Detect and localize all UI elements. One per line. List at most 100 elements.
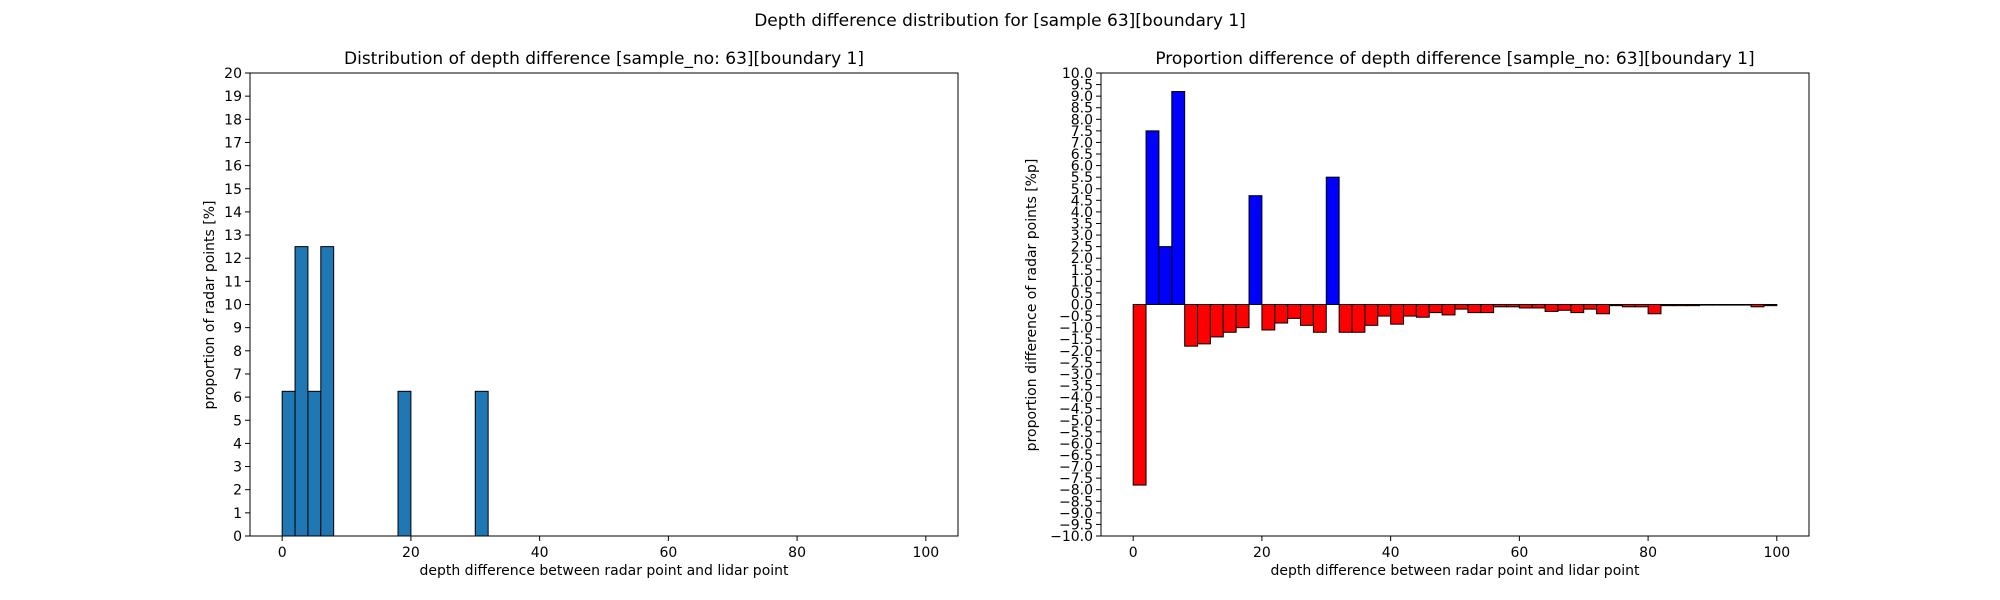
chart-title: Distribution of depth difference [sample… [344, 49, 864, 69]
y-tick-label: −5.5 [1059, 425, 1093, 441]
x-tick-label: 0 [1129, 545, 1138, 561]
y-tick-label: −5.0 [1059, 413, 1093, 429]
y-tick-label: 3.5 [1071, 216, 1093, 232]
y-tick-label: −1.0 [1059, 321, 1093, 337]
y-tick-label: −2.0 [1059, 344, 1093, 360]
bar [1209, 304, 1224, 338]
x-tick-label: 20 [402, 545, 420, 561]
y-tick-label: 6 [233, 390, 242, 406]
x-tick-label: 60 [659, 545, 677, 561]
y-tick-label: 14 [224, 205, 242, 221]
x-tick-label: 0 [278, 545, 287, 561]
y-tick-label: 7.5 [1071, 124, 1093, 140]
bar [1634, 304, 1649, 308]
bar [1184, 304, 1199, 347]
y-tick-label: 1.5 [1071, 263, 1093, 279]
y-tick-label: −9.5 [1059, 517, 1093, 533]
bar [1287, 304, 1302, 319]
bar [1377, 304, 1392, 317]
y-tick-label: 17 [224, 135, 242, 151]
x-axis-label: depth difference between radar point and… [1270, 563, 1640, 579]
y-tick-label: 1 [233, 506, 242, 522]
x-tick-label: 100 [1763, 545, 1790, 561]
x-tick-label: 20 [1253, 545, 1271, 561]
bar [1338, 304, 1353, 333]
y-tick-label: −4.5 [1059, 402, 1093, 418]
y-tick-label: −0.5 [1059, 309, 1093, 325]
bar [1197, 304, 1211, 345]
bar [1711, 304, 1726, 306]
y-tick-label: 7 [233, 367, 242, 383]
bar [1467, 304, 1482, 314]
bar [1235, 304, 1250, 329]
y-axis-label: proportion difference of radar points [%… [1024, 159, 1040, 452]
y-tick-label: 10 [224, 298, 242, 314]
y-tick-label: 2 [233, 483, 242, 499]
distribution-chart: Distribution of depth difference [sample… [202, 49, 959, 579]
y-tick-label: −10.0 [1050, 529, 1093, 545]
bar [1441, 304, 1456, 316]
y-tick-label: 3 [233, 460, 242, 476]
bar [1557, 304, 1572, 311]
bar [1403, 304, 1417, 317]
bar [1351, 304, 1366, 333]
bar [1544, 304, 1559, 312]
y-tick-label: 9 [233, 321, 242, 337]
x-tick-label: 100 [912, 545, 939, 561]
bar [1750, 304, 1765, 308]
bar [1364, 304, 1379, 326]
bar [1608, 304, 1623, 307]
bar [1505, 304, 1520, 308]
bar [1570, 304, 1585, 314]
bar [1171, 91, 1186, 305]
y-tick-label: 9.5 [1071, 78, 1093, 94]
y-tick-label: 15 [224, 182, 242, 198]
bar [307, 390, 322, 537]
chart-title: Proportion difference of depth differenc… [1155, 49, 1754, 69]
y-tick-label: 7.0 [1071, 135, 1093, 151]
y-tick-label: 4 [233, 436, 242, 452]
y-tick-label: −3.5 [1059, 379, 1093, 395]
bar [1493, 304, 1507, 308]
y-tick-label: 8.5 [1071, 101, 1093, 117]
y-tick-label: 0 [233, 529, 242, 545]
bar [281, 390, 296, 537]
y-tick-label: 19 [224, 89, 242, 105]
bar [1647, 304, 1662, 315]
y-tick-label: −8.0 [1059, 483, 1093, 499]
y-tick-label: 5.0 [1071, 182, 1093, 198]
y-tick-label: 11 [224, 274, 242, 290]
y-tick-label: −9.0 [1059, 506, 1093, 522]
x-tick-label: 80 [1639, 545, 1657, 561]
y-tick-label: 9.0 [1071, 89, 1093, 105]
x-tick-label: 60 [1510, 545, 1528, 561]
proportion-difference-chart: Proportion difference of depth differenc… [1024, 49, 1810, 579]
y-tick-label: −7.5 [1059, 471, 1093, 487]
y-tick-label: 6.5 [1071, 147, 1093, 163]
bar [1724, 304, 1739, 306]
bar [1531, 304, 1546, 309]
y-tick-label: 20 [224, 66, 242, 82]
y-tick-label: 2.0 [1071, 251, 1093, 267]
bar [1428, 304, 1443, 314]
y-tick-label: 5.5 [1071, 170, 1093, 186]
bar [1480, 304, 1495, 314]
y-tick-label: 16 [224, 159, 242, 175]
bar [1132, 304, 1147, 486]
y-tick-label: 0.0 [1071, 298, 1093, 314]
bar [474, 390, 489, 537]
y-tick-label: 8.0 [1071, 112, 1093, 128]
bar [1737, 304, 1752, 306]
bar [1248, 195, 1263, 306]
y-tick-label: 6.0 [1071, 159, 1093, 175]
y-tick-label: 8 [233, 344, 242, 360]
bar [1699, 304, 1713, 306]
y-tick-label: −1.5 [1059, 332, 1093, 348]
y-tick-label: −2.5 [1059, 355, 1093, 371]
y-tick-label: 10.0 [1062, 66, 1093, 82]
y-tick-label: −6.5 [1059, 448, 1093, 464]
bar [1312, 304, 1327, 333]
bar [1261, 304, 1276, 331]
bar [1325, 176, 1340, 305]
